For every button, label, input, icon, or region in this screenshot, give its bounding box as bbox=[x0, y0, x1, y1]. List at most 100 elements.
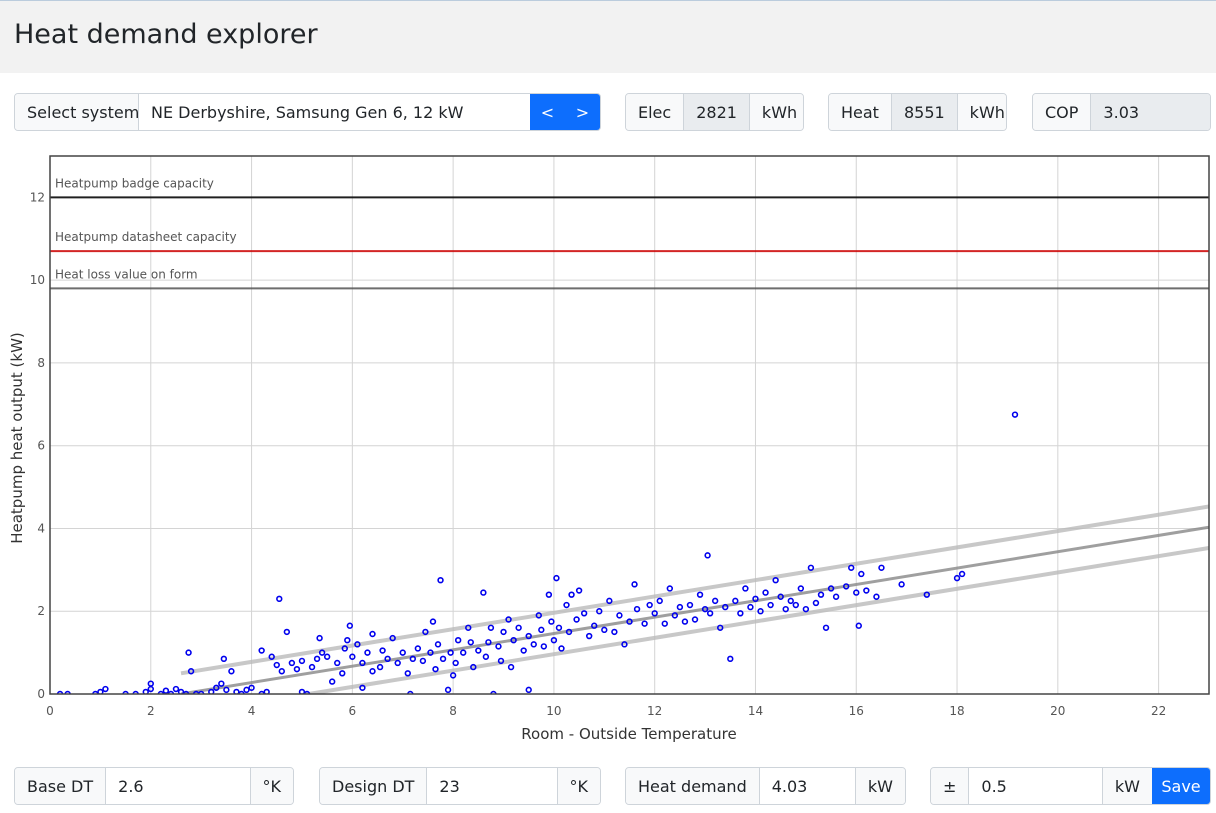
data-point bbox=[827, 585, 835, 592]
next-system-button[interactable]: > bbox=[565, 94, 600, 130]
system-selector: Select system NE Derbyshire, Samsung Gen… bbox=[14, 93, 601, 131]
data-point bbox=[452, 659, 459, 667]
data-point bbox=[812, 599, 820, 607]
data-point bbox=[525, 632, 532, 640]
data-point bbox=[958, 570, 966, 578]
data-point bbox=[495, 643, 502, 650]
data-point bbox=[671, 612, 679, 619]
data-point bbox=[550, 637, 558, 644]
y-tick-label: 12 bbox=[30, 190, 45, 204]
data-point bbox=[601, 626, 608, 634]
data-point bbox=[447, 649, 454, 656]
data-point bbox=[545, 591, 553, 598]
heat-demand-chart: Heatpump badge capacity Heatpump datashee… bbox=[8, 155, 1210, 743]
data-point bbox=[454, 637, 462, 644]
prev-system-button[interactable]: < bbox=[530, 94, 565, 130]
data-point bbox=[696, 591, 704, 598]
data-point bbox=[220, 655, 228, 663]
y-tick-label: 2 bbox=[37, 604, 45, 618]
data-point bbox=[575, 587, 583, 594]
data-point bbox=[563, 601, 570, 609]
data-point bbox=[278, 668, 285, 675]
data-point bbox=[1011, 411, 1019, 418]
data-point bbox=[419, 657, 427, 665]
data-point bbox=[953, 574, 961, 582]
base-dt-label: Base DT bbox=[15, 768, 106, 804]
data-point bbox=[611, 628, 618, 636]
data-point bbox=[591, 622, 598, 629]
data-point bbox=[208, 688, 215, 694]
data-point bbox=[389, 634, 396, 642]
data-point bbox=[787, 597, 794, 605]
fit-lines bbox=[180, 504, 1209, 694]
data-point bbox=[102, 685, 109, 693]
band-lower-line bbox=[296, 545, 1209, 694]
data-point bbox=[686, 601, 694, 609]
x-tick-label: 18 bbox=[949, 704, 964, 718]
data-point bbox=[283, 628, 291, 636]
y-tick-label: 6 bbox=[37, 439, 45, 453]
data-point bbox=[172, 685, 180, 693]
data-point bbox=[757, 608, 764, 615]
design-dt-input[interactable]: 23 bbox=[426, 768, 557, 804]
data-point bbox=[651, 610, 658, 617]
data-point bbox=[185, 649, 192, 656]
elec-unit: kWh bbox=[748, 94, 803, 130]
data-point bbox=[344, 637, 351, 644]
data-point bbox=[661, 620, 668, 627]
data-point bbox=[482, 653, 490, 660]
data-point bbox=[223, 686, 230, 694]
data-point bbox=[633, 605, 641, 613]
data-point bbox=[318, 649, 326, 656]
tolerance-input[interactable]: 0.5 bbox=[968, 768, 1102, 804]
design-dt-label: Design DT bbox=[320, 768, 427, 804]
data-point bbox=[681, 618, 689, 625]
elec-label: Elec bbox=[626, 94, 684, 130]
data-point bbox=[742, 585, 749, 592]
x-tick-label: 0 bbox=[46, 704, 54, 718]
save-button[interactable]: Save bbox=[1152, 768, 1210, 804]
data-point bbox=[530, 641, 537, 648]
x-tick-label: 20 bbox=[1050, 704, 1065, 718]
reference-line-label: Heatpump datasheet capacity bbox=[55, 230, 237, 244]
data-point bbox=[369, 668, 376, 675]
y-tick-label: 10 bbox=[30, 273, 45, 287]
system-select[interactable]: NE Derbyshire, Samsung Gen 6, 12 kW bbox=[138, 94, 530, 130]
x-tick-label: 4 bbox=[248, 704, 256, 718]
x-tick-label: 6 bbox=[349, 704, 357, 718]
plot-frame bbox=[49, 155, 1210, 695]
data-point bbox=[404, 670, 411, 677]
data-point bbox=[691, 616, 699, 623]
heat-demand-input[interactable]: 4.03 bbox=[758, 768, 855, 804]
data-point bbox=[641, 620, 648, 627]
data-point bbox=[555, 624, 563, 631]
x-tick-label: 10 bbox=[546, 704, 561, 718]
data-point bbox=[276, 595, 283, 603]
data-point bbox=[394, 659, 401, 667]
data-point bbox=[218, 680, 225, 687]
heat-label: Heat bbox=[829, 94, 891, 130]
data-point bbox=[777, 593, 784, 600]
data-point bbox=[228, 668, 235, 675]
data-point bbox=[855, 622, 862, 629]
data-point bbox=[596, 608, 603, 615]
design-dt-group: Design DT 23 °K bbox=[319, 767, 601, 805]
data-point bbox=[480, 589, 487, 596]
data-point bbox=[379, 647, 386, 654]
data-point bbox=[782, 605, 789, 613]
data-point bbox=[500, 628, 507, 636]
data-point bbox=[429, 618, 437, 625]
data-point bbox=[606, 597, 613, 605]
data-point bbox=[298, 688, 306, 694]
data-point bbox=[535, 612, 542, 619]
data-point bbox=[313, 655, 321, 663]
data-point bbox=[621, 641, 628, 648]
y-tick-label: 0 bbox=[37, 687, 45, 701]
data-point bbox=[704, 552, 711, 559]
data-point bbox=[585, 632, 593, 640]
data-point bbox=[898, 581, 905, 588]
data-point bbox=[273, 661, 280, 669]
data-point bbox=[666, 585, 674, 592]
base-dt-input[interactable]: 2.6 bbox=[105, 768, 250, 804]
data-points bbox=[56, 411, 1019, 694]
